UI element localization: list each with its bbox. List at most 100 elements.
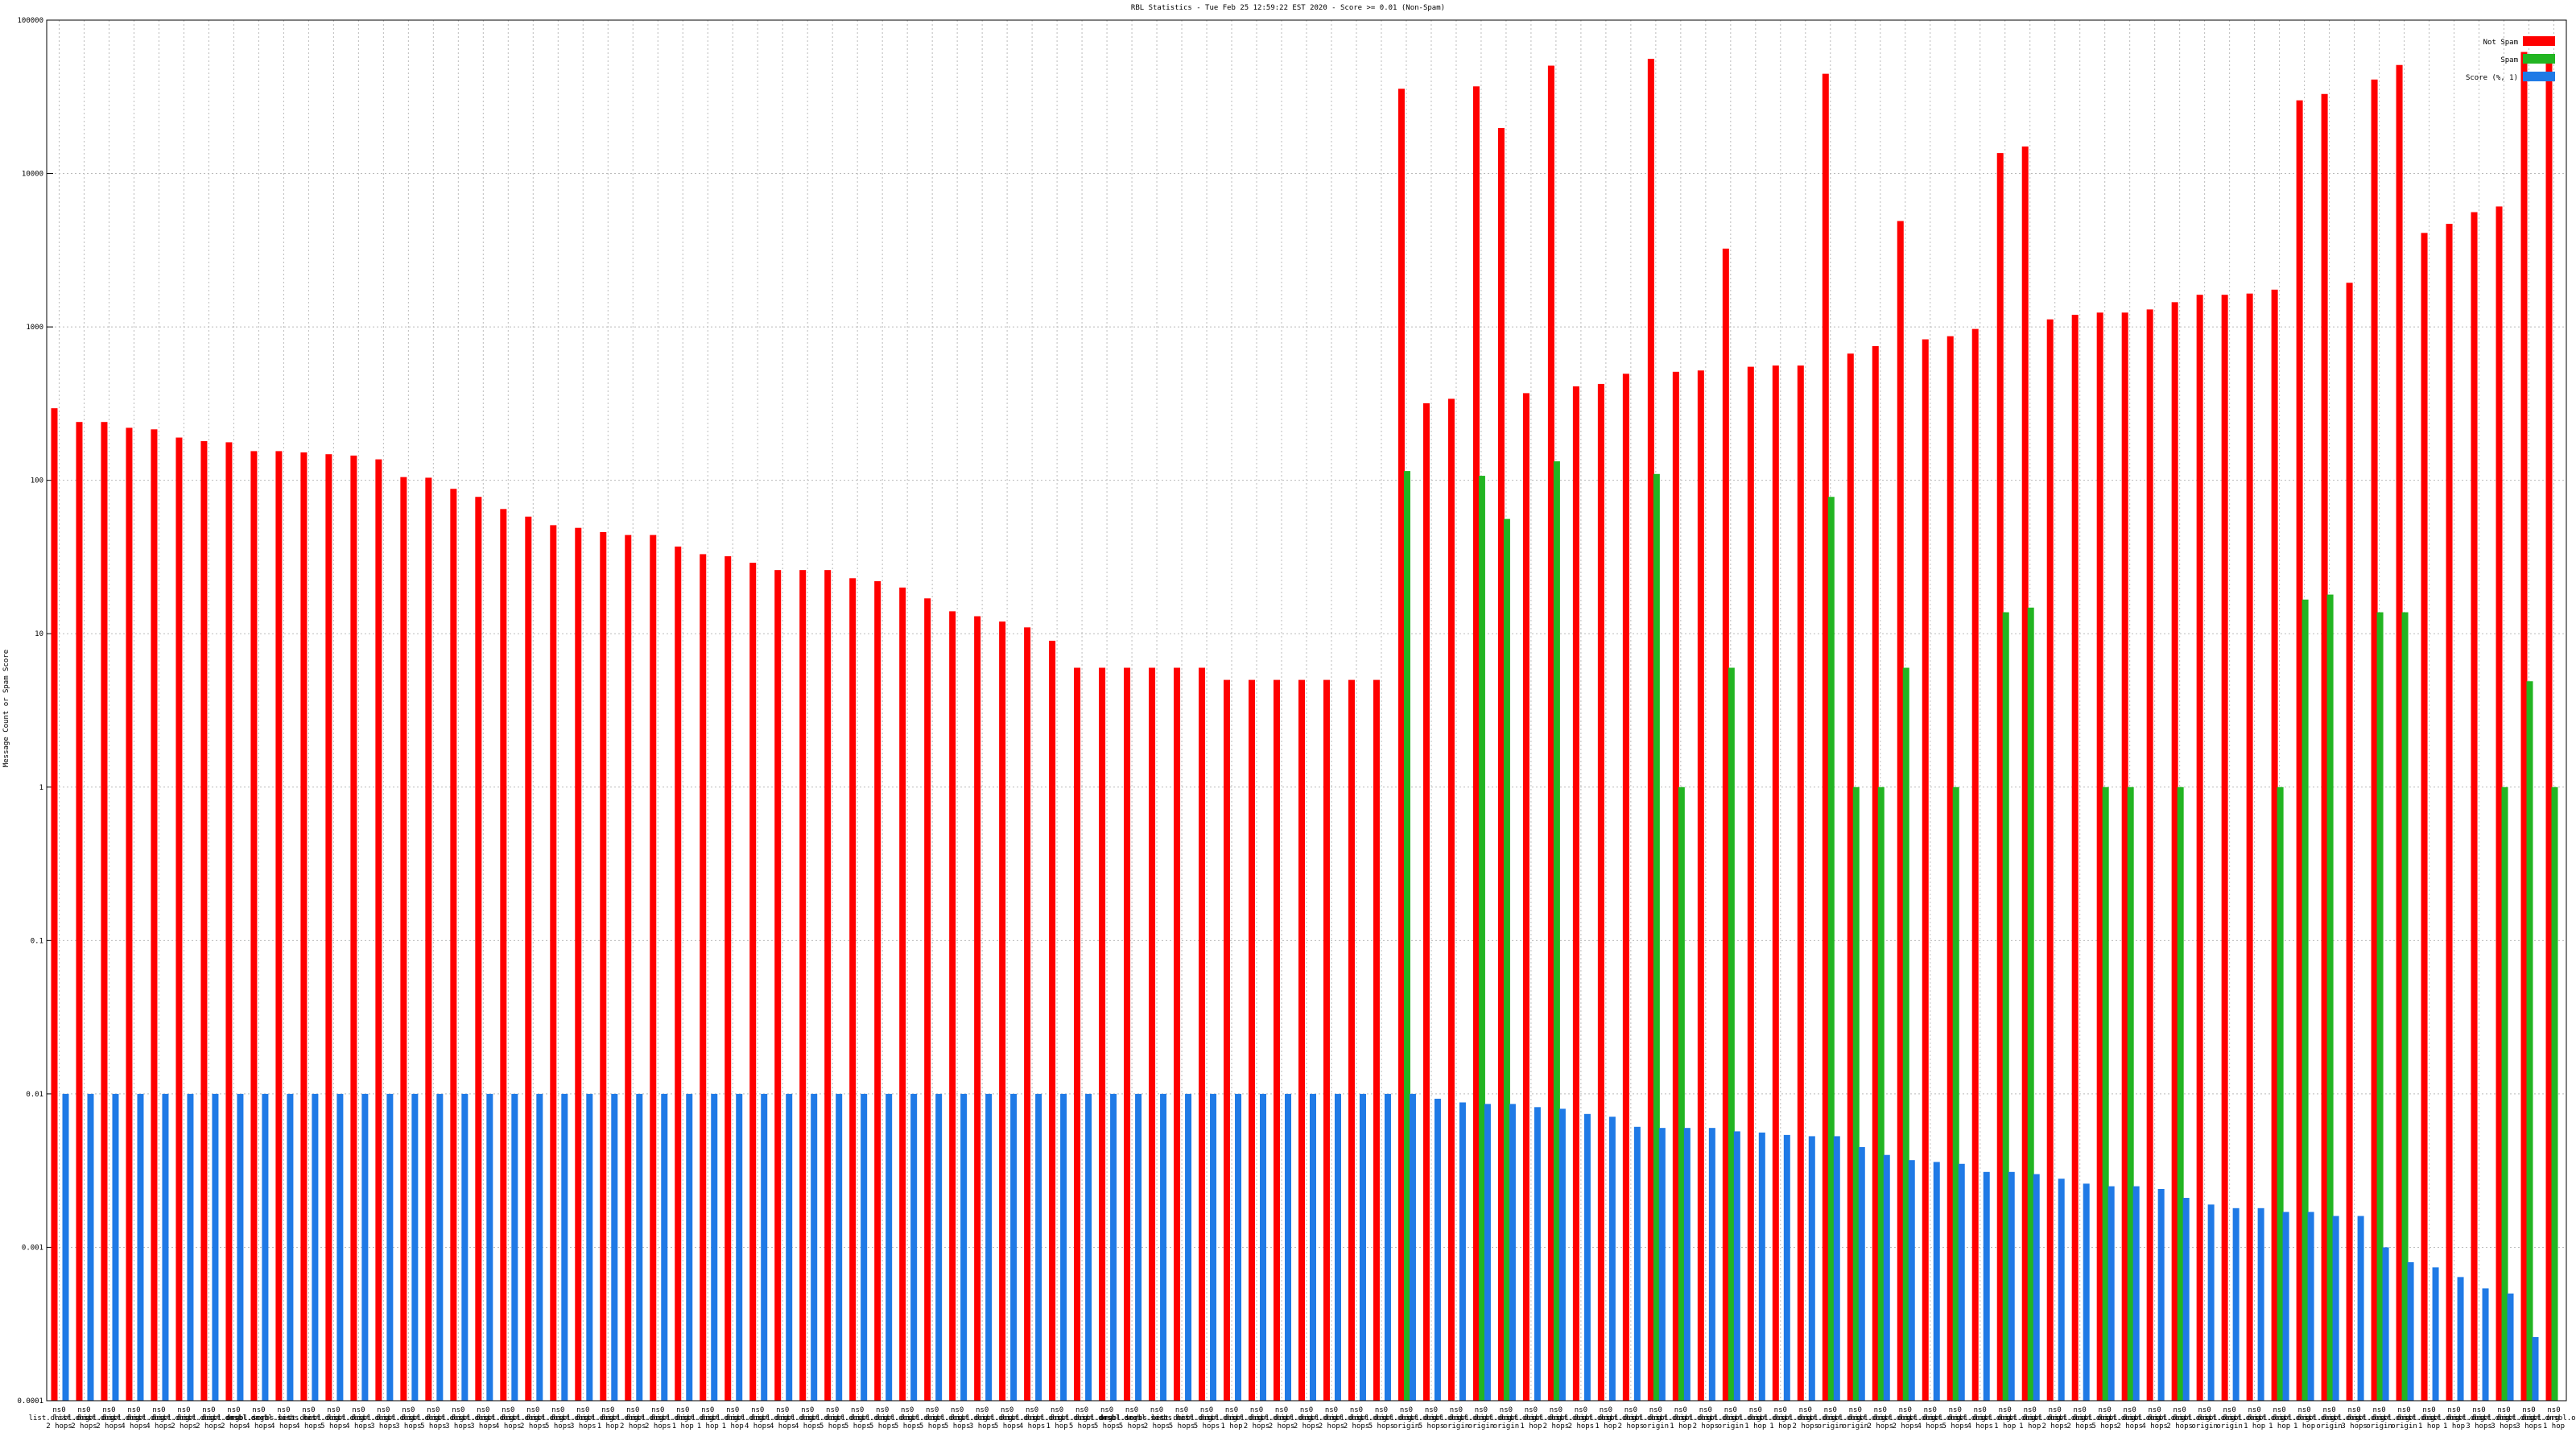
x-tick-label-line: ns0: [551, 1406, 564, 1414]
bar: [1633, 1126, 1641, 1401]
x-tick-label-line: 5 hops: [844, 1422, 871, 1430]
bar: [312, 1093, 319, 1401]
x-tick-label-line: list.dnsbl.org: [852, 1414, 913, 1422]
x-tick-label: ns0 dnsbl.sorbs.net 4 hops: [251, 1406, 316, 1430]
bar: [2083, 1183, 2090, 1401]
x-tick-label-line: ns0: [2024, 1406, 2037, 1414]
bar: [1334, 1093, 1341, 1401]
bar: [126, 427, 133, 1401]
x-tick-label-line: list.dnsbl.org: [54, 1414, 115, 1422]
bar: [275, 451, 283, 1401]
x-tick-label: ns0 list.dnsbl.org 3 hops: [378, 1406, 439, 1430]
bar: [1672, 371, 1679, 1402]
x-tick-label: ns0 list.dnsbl.org origin: [2199, 1406, 2260, 1430]
x-tick-label-line: list.dnsbl.org: [1750, 1414, 1811, 1422]
bar: [1260, 1093, 1267, 1401]
x-tick-label-line: ns0: [2497, 1406, 2510, 1414]
y-tick-label: 10: [35, 630, 43, 638]
x-tick-label-line: ns0: [377, 1406, 390, 1414]
x-tick-label-line: ns0: [726, 1406, 739, 1414]
x-tick-label: ns0 list.dnsbl.org 4 hops: [2124, 1406, 2186, 1430]
x-tick-label-line: list.dnsbl.org: [2299, 1414, 2360, 1422]
x-tick-label-line: list.dnsbl.org: [902, 1414, 963, 1422]
x-tick-label-line: origin: [2191, 1422, 2218, 1430]
bar: [625, 535, 632, 1401]
x-tick-label-line: ns0: [1724, 1406, 1737, 1414]
x-tick-label-line: ns0: [1899, 1406, 1912, 1414]
bar: [1484, 1104, 1491, 1401]
x-tick-label-line: ns0: [1799, 1406, 1812, 1414]
bar: [1827, 497, 1835, 1401]
bar: [1422, 402, 1430, 1401]
bar: [1983, 1171, 1990, 1401]
bar: [700, 554, 707, 1401]
bar: [2257, 1208, 2264, 1401]
x-tick-label-line: list.dnsbl.org: [527, 1414, 588, 1422]
bar: [1472, 86, 1480, 1401]
x-tick-label-line: list.dnsbl.org: [1575, 1414, 1637, 1422]
x-tick-label-line: 3 hops: [969, 1422, 996, 1430]
x-tick-label-line: list.dnsbl.org: [627, 1414, 688, 1422]
bar: [749, 563, 757, 1401]
x-tick-label-line: ns0: [452, 1406, 464, 1414]
bar: [262, 1093, 269, 1401]
x-tick-label: ns0 list.dnsbl.org 5 hops: [877, 1406, 938, 1430]
bar: [1185, 1093, 1192, 1401]
x-tick-label-line: 2 hops: [1868, 1422, 1894, 1430]
x-tick-label-line: list.dnsbl.org: [79, 1414, 140, 1422]
x-tick-label-line: origin: [1468, 1422, 1495, 1430]
x-tick-label-line: 5 hops: [1119, 1422, 1146, 1430]
x-tick-label-line: list.dnsbl.org: [777, 1414, 838, 1422]
x-tick-label-line: ns0: [1699, 1406, 1712, 1414]
bar: [1608, 1117, 1616, 1401]
bar: [1074, 667, 1081, 1401]
x-tick-label: ns0 list.dnsbl.org 5 hops: [2074, 1406, 2136, 1430]
bar: [1085, 1093, 1092, 1401]
x-tick-label-line: ns0: [2322, 1406, 2335, 1414]
x-tick-label-line: list.dnsbl.org: [1650, 1414, 1711, 1422]
x-tick-label: ns0 list.dnsbl.org 4 hops: [328, 1406, 389, 1430]
bar: [1249, 679, 1256, 1401]
bar: [212, 1093, 219, 1401]
bar: [561, 1093, 568, 1401]
bar: [836, 1093, 843, 1401]
bar: [1397, 89, 1405, 1401]
bar: [475, 497, 482, 1401]
x-tick-label-line: ns0: [2273, 1406, 2285, 1414]
x-tick-label: ns0 list.dnsbl.org 4 hops: [752, 1406, 813, 1430]
x-tick-label: ns0 dnsbl.sorbs.net 5 hops: [1099, 1406, 1164, 1430]
bar: [486, 1093, 493, 1401]
x-tick-label-line: 2 hops: [221, 1422, 247, 1430]
x-tick-label-line: list.dnsbl.org: [1501, 1414, 1562, 1422]
x-tick-label: ns0 list.dnsbl.org 5 hops: [827, 1406, 888, 1430]
bar: [1285, 1093, 1292, 1401]
x-tick-label-line: 1 hop: [1744, 1422, 1766, 1430]
bar: [1697, 370, 1704, 1401]
bar: [799, 570, 807, 1401]
bar: [325, 454, 332, 1401]
x-tick-label-line: ns0: [477, 1406, 489, 1414]
bar: [1758, 1132, 1765, 1401]
x-tick-label-line: list.dnsbl.org: [2399, 1414, 2460, 1422]
bar: [2396, 64, 2403, 1402]
x-tick-label-line: list.dnsbl.org: [154, 1414, 215, 1422]
bar: [1683, 1128, 1690, 1401]
x-tick-label-line: list.dnsbl.org: [179, 1414, 240, 1422]
x-tick-label-line: ns0: [1225, 1406, 1238, 1414]
bar: [1323, 679, 1330, 1401]
x-tick-label-line: ns0: [1325, 1406, 1338, 1414]
x-tick-label-line: ns0: [776, 1406, 789, 1414]
x-tick-label-line: 1 hop: [2543, 1422, 2565, 1430]
x-tick-label: ns0 list.dnsbl.org 2 hops: [79, 1406, 140, 1430]
bar: [910, 1093, 918, 1401]
bar: [1503, 518, 1510, 1401]
x-tick-label-line: ns0: [2198, 1406, 2211, 1414]
bar: [1858, 1146, 1865, 1401]
bar: [1783, 1134, 1790, 1401]
x-tick-label-line: 4 hops: [745, 1422, 771, 1430]
